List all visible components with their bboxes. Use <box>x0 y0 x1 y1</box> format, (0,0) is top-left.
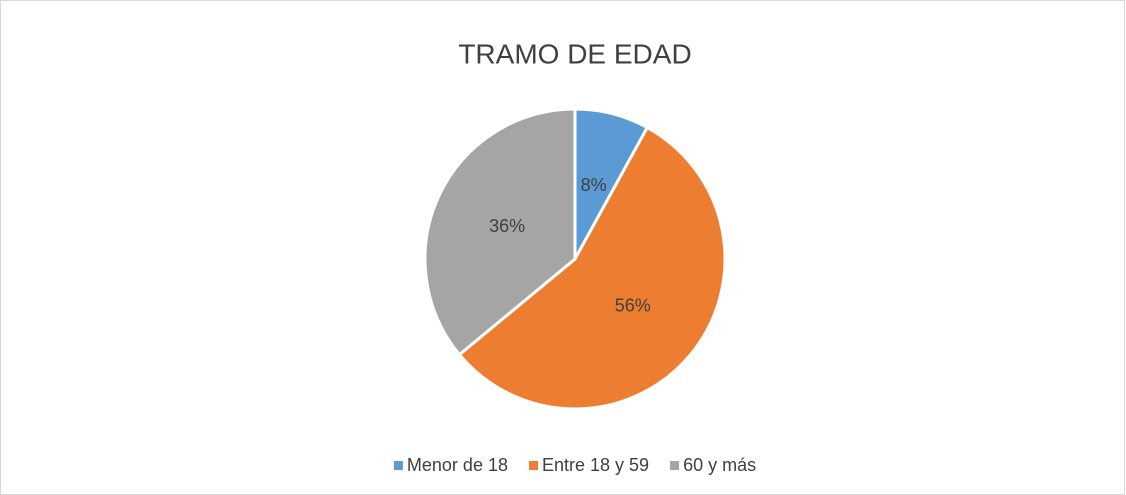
legend-swatch <box>528 461 538 470</box>
legend-swatch <box>670 461 680 470</box>
legend-label: Menor de 18 <box>407 455 508 475</box>
pie-slice <box>423 107 577 357</box>
legend-label: Entre 18 y 59 <box>542 455 649 475</box>
pie-slice <box>457 125 727 411</box>
data-label: 56% <box>615 296 651 316</box>
chart-title: TRAMO DE EDAD <box>458 38 691 69</box>
data-label: 8% <box>581 175 607 195</box>
legend-label: 60 y más <box>683 455 756 475</box>
legend-swatch <box>393 461 403 470</box>
data-label: 36% <box>489 216 525 236</box>
